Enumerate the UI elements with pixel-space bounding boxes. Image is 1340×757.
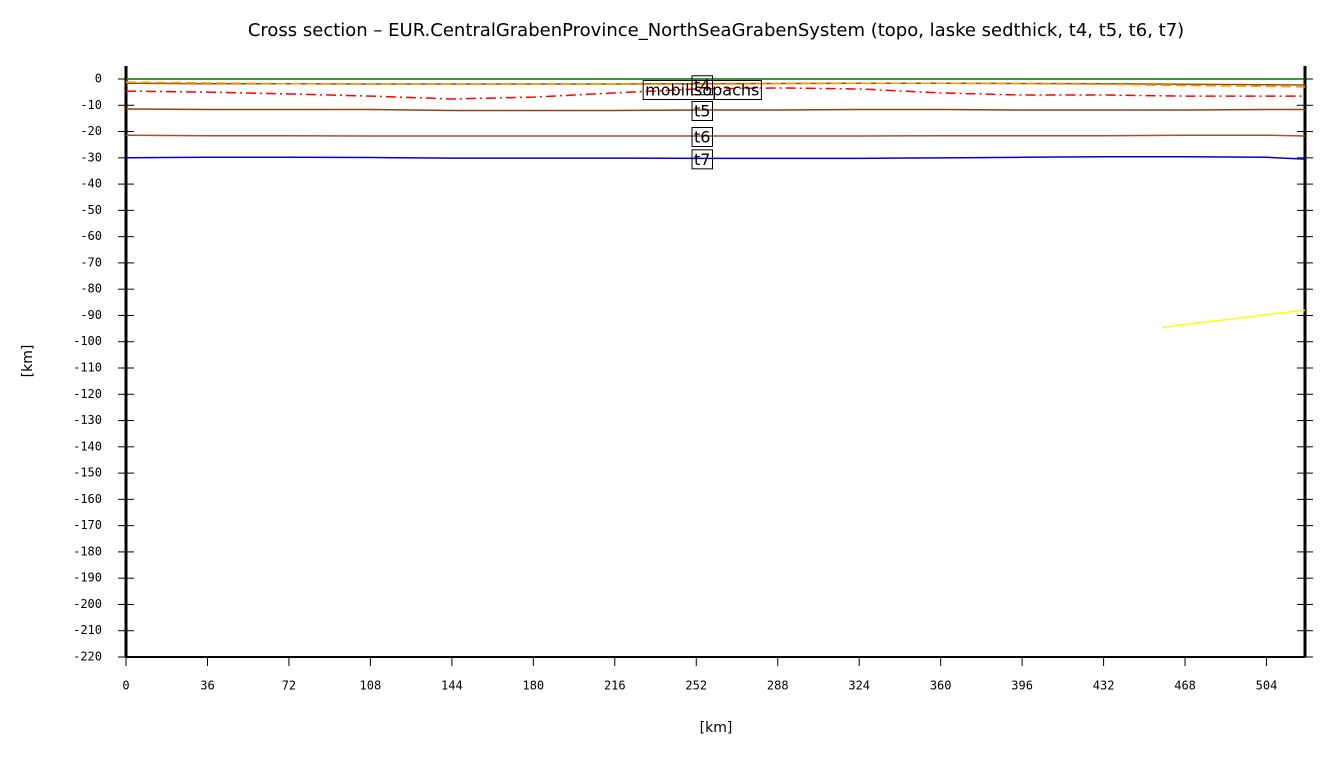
series-label-box xyxy=(691,101,713,122)
y-tick-label: -190 xyxy=(73,571,102,585)
y-tick-label: -210 xyxy=(73,623,102,637)
x-tick-label: 144 xyxy=(441,679,463,693)
y-tick-label: -10 xyxy=(80,98,102,112)
y-tick-label: -60 xyxy=(80,229,102,243)
y-tick-label: -20 xyxy=(80,124,102,138)
y-tick-label: -70 xyxy=(80,255,102,269)
series-line xyxy=(125,156,1306,160)
y-tick-label: -90 xyxy=(80,308,102,322)
x-tick-label: 36 xyxy=(200,679,214,693)
series-label-box xyxy=(642,79,762,100)
x-tick-label: 288 xyxy=(767,679,789,693)
y-axis-label: [km] xyxy=(20,345,36,378)
plot-frame xyxy=(125,78,1306,658)
y-tick-label: -30 xyxy=(80,150,102,164)
series-label-box xyxy=(691,75,713,96)
x-tick-label: 504 xyxy=(1256,679,1278,693)
y-tick-label: -50 xyxy=(80,203,102,217)
x-tick-label: 252 xyxy=(685,679,707,693)
series-line xyxy=(125,134,1306,137)
series-label: mobilisopachs xyxy=(645,80,759,99)
y-tick-label: -40 xyxy=(80,177,102,191)
y-tick-label: -160 xyxy=(73,492,102,506)
series-line xyxy=(1162,309,1306,329)
x-axis-label: [km] xyxy=(700,720,733,736)
y-tick-label: -170 xyxy=(73,518,102,532)
x-tick-label: 432 xyxy=(1093,679,1115,693)
y-tick-label: -220 xyxy=(73,650,102,664)
chart-title: Cross section – EUR.CentralGrabenProvinc… xyxy=(248,20,1184,41)
series-label-box xyxy=(691,149,713,170)
x-tick-label: 360 xyxy=(930,679,952,693)
y-tick-label: -80 xyxy=(80,282,102,296)
series-line xyxy=(125,108,1305,112)
series-label: t6 xyxy=(694,128,710,147)
y-tick-label: -120 xyxy=(73,387,102,401)
series-line xyxy=(125,87,1305,100)
series-line xyxy=(125,81,1306,88)
y-tick-label: -140 xyxy=(73,439,102,453)
y-tick-label: 0 xyxy=(95,72,102,86)
x-tick-label: 468 xyxy=(1174,679,1196,693)
x-tick-label: 396 xyxy=(1011,679,1033,693)
x-tick-label: 0 xyxy=(122,679,129,693)
y-tick-label: -180 xyxy=(73,544,102,558)
y-tick-label: -100 xyxy=(73,334,102,348)
x-tick-label: 108 xyxy=(360,679,382,693)
y-tick-label: -110 xyxy=(73,361,102,375)
series-label-box xyxy=(691,127,713,148)
x-tick-label: 324 xyxy=(848,679,870,693)
x-tick-label: 180 xyxy=(522,679,544,693)
x-tick-label: 216 xyxy=(604,679,626,693)
series-label: t5 xyxy=(694,102,710,121)
x-tick-label: 72 xyxy=(282,679,296,693)
series-label: t7 xyxy=(694,150,710,169)
y-tick-label: -200 xyxy=(73,597,102,611)
y-tick-label: -130 xyxy=(73,413,102,427)
y-tick-label: -150 xyxy=(73,466,102,480)
